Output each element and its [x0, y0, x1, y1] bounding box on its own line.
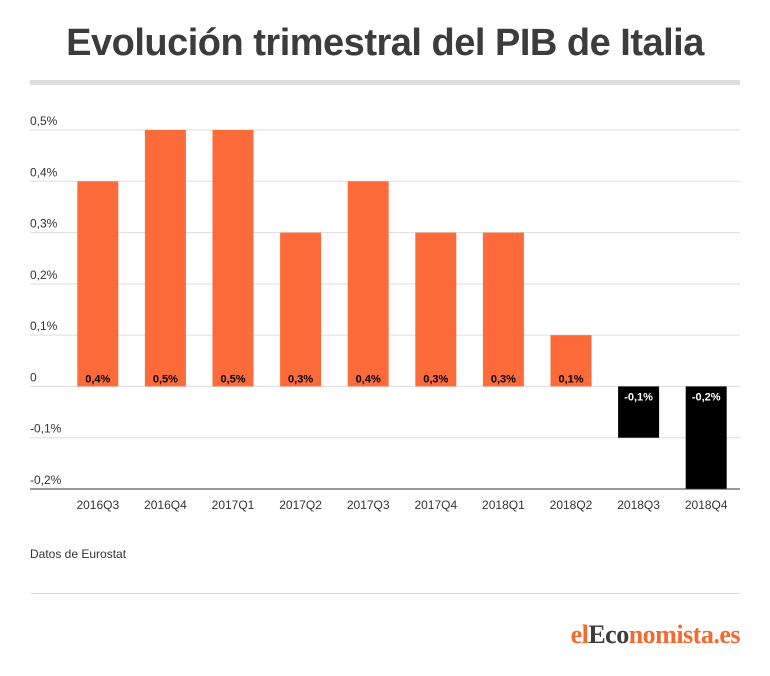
x-tick-label: 2017Q2: [279, 498, 322, 512]
x-tick-label: 2017Q4: [414, 498, 457, 512]
bar: [685, 386, 727, 489]
bar: [144, 130, 186, 387]
data-label: 0,1%: [558, 373, 583, 385]
bar: [347, 181, 389, 387]
eleconomista-logo: elEconomista.es: [570, 620, 741, 649]
y-tick-label: -0,1%: [30, 422, 62, 436]
footer-divider: [30, 593, 740, 594]
data-label: 0,4%: [85, 373, 110, 385]
y-tick-label: 0,1%: [30, 319, 58, 333]
y-tick-label: -0,2%: [30, 473, 62, 487]
source-note: Datos de Eurostat: [30, 547, 127, 561]
x-tick-label: 2016Q4: [144, 498, 187, 512]
y-tick-label: 0,3%: [30, 217, 58, 231]
x-tick-label: 2018Q1: [482, 498, 525, 512]
x-tick-label: 2016Q3: [76, 498, 119, 512]
bar: [550, 335, 592, 387]
y-tick-label: 0: [30, 370, 37, 384]
data-label: 0,3%: [288, 373, 313, 385]
data-label: 0,4%: [356, 373, 381, 385]
data-label: -0,1%: [624, 391, 653, 403]
data-label: 0,3%: [491, 373, 516, 385]
bar: [280, 232, 322, 387]
y-tick-label: 0,5%: [30, 114, 58, 128]
bar: [212, 130, 254, 387]
x-tick-label: 2017Q3: [347, 498, 390, 512]
data-label: 0,5%: [220, 373, 245, 385]
x-tick-label: 2017Q1: [212, 498, 255, 512]
data-label: 0,3%: [423, 373, 448, 385]
y-tick-label: 0,2%: [30, 268, 58, 282]
bar: [77, 181, 119, 387]
x-tick-label: 2018Q4: [685, 498, 728, 512]
data-label: -0,2%: [692, 391, 721, 403]
bar: [482, 232, 524, 387]
title-divider: [30, 80, 740, 85]
x-tick-label: 2018Q3: [617, 498, 660, 512]
y-tick-label: 0,4%: [30, 165, 58, 179]
data-label: 0,5%: [153, 373, 178, 385]
bar: [415, 232, 457, 387]
x-tick-label: 2018Q2: [550, 498, 593, 512]
chart-title: Evolución trimestral del PIB de Italia: [66, 22, 704, 64]
bar: [618, 386, 660, 438]
bar-chart: 0,5% 0,4% 0,3% 0,2% 0,1% 0 -0,1% -0,2% 0,4% 2016Q…: [30, 114, 740, 512]
